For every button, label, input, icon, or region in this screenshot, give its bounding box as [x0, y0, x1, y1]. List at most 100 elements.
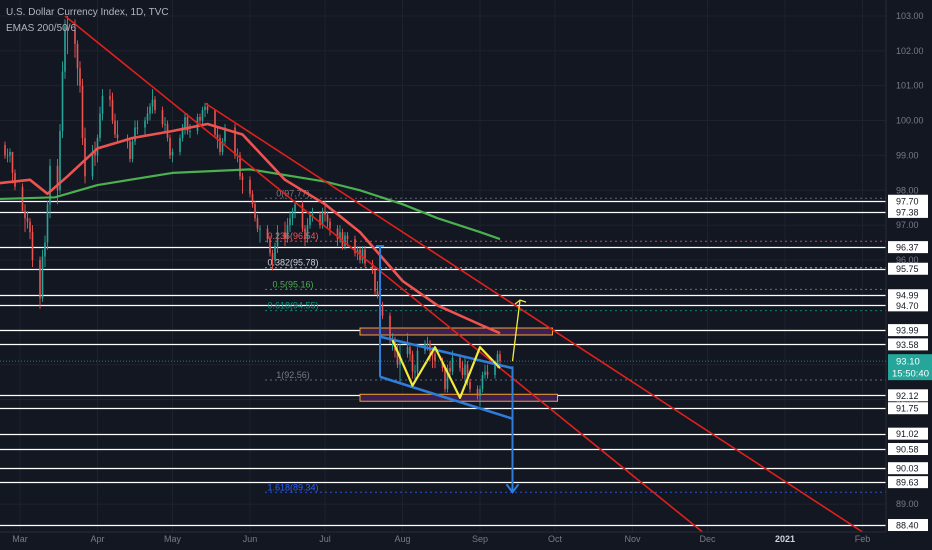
- candle-body: [131, 141, 134, 159]
- candle-body: [449, 368, 451, 372]
- candle-body: [151, 99, 154, 107]
- zone-box: [359, 327, 553, 336]
- candle-body: [9, 151, 11, 156]
- candle-body: [494, 364, 496, 376]
- candle-body: [414, 371, 416, 373]
- candle-body: [486, 371, 489, 376]
- channel-line: [379, 375, 513, 420]
- time-tick-label: Sep: [472, 534, 488, 544]
- level-badge-label: 89.63: [896, 478, 919, 488]
- candle-body: [289, 218, 291, 226]
- price-tick-label: 96.00: [896, 255, 919, 265]
- level-badge-label: 90.03: [896, 464, 919, 474]
- candle-body: [271, 253, 274, 261]
- candle-body: [64, 26, 66, 72]
- candle-body: [6, 155, 9, 157]
- candle-body: [364, 249, 366, 264]
- current-price-badge: [888, 354, 932, 381]
- time-tick-label: Oct: [548, 534, 563, 544]
- candle-body: [46, 204, 49, 243]
- candle-body: [499, 354, 501, 362]
- level-badge-label: 93.58: [896, 340, 919, 350]
- candle-body: [66, 26, 69, 30]
- level-badge-label: 97.70: [896, 196, 919, 206]
- candle-body: [91, 151, 94, 177]
- candle-body: [109, 96, 111, 100]
- level-badge: [888, 299, 928, 312]
- level-badge-label: 93.99: [896, 326, 919, 336]
- candle-body: [56, 165, 59, 191]
- time-tick-label: May: [164, 534, 182, 544]
- candle-body: [144, 120, 146, 128]
- candle-body: [39, 260, 41, 299]
- candle-body: [49, 165, 51, 205]
- candle-body: [239, 155, 241, 177]
- candle-body: [241, 176, 244, 180]
- price-tick-label: 99.00: [896, 150, 919, 160]
- breakout-arrow: [511, 300, 521, 362]
- price-tick-label: 89.00: [896, 499, 919, 509]
- candle-body: [221, 141, 224, 152]
- candle-body: [169, 137, 171, 156]
- candle-body: [336, 228, 339, 240]
- candle-body: [371, 263, 374, 271]
- horizontal-levels: [0, 200, 886, 527]
- level-badge: [888, 476, 928, 489]
- time-tick-label: 2021: [775, 534, 795, 544]
- candle-body: [311, 214, 314, 216]
- level-badge-label: 91.02: [896, 429, 919, 439]
- candle-body: [134, 127, 136, 142]
- candle-body: [306, 225, 309, 240]
- price-tick-label: 102.00: [896, 46, 924, 56]
- time-tick-label: Apr: [90, 534, 104, 544]
- price-tick-label: 103.00: [896, 11, 924, 21]
- candle-body: [4, 144, 6, 156]
- candle-body: [251, 193, 254, 205]
- candle-body: [44, 242, 46, 257]
- candle-body: [356, 249, 359, 254]
- level-badge: [888, 205, 928, 218]
- candle-body: [186, 117, 189, 132]
- trendline: [204, 102, 863, 533]
- candle-body: [374, 270, 376, 292]
- candle-body: [24, 211, 26, 219]
- candle-body: [259, 228, 261, 230]
- candle-body: [326, 214, 329, 222]
- candle-body: [81, 85, 84, 138]
- level-badge-label: 91.75: [896, 404, 919, 414]
- price-tick-label: 101.00: [896, 81, 924, 91]
- level-badge: [888, 389, 928, 402]
- candle-body: [344, 235, 346, 247]
- candle-body: [466, 364, 469, 383]
- indicator-label[interactable]: EMAS 200/50/6: [6, 23, 77, 34]
- candle-body: [469, 382, 471, 390]
- candle-body: [276, 232, 279, 247]
- candle-body: [319, 214, 321, 226]
- candle-body: [434, 354, 436, 362]
- candle-body: [284, 232, 286, 240]
- candle-body: [181, 127, 184, 138]
- candle-body: [161, 110, 164, 125]
- candle-body: [254, 204, 256, 219]
- time-axis[interactable]: Mar Apr May Jun Jul Aug Sep Oct Nov Dec 2021 Feb: [0, 531, 932, 550]
- candle-body: [129, 141, 131, 159]
- current-price-label: 93.10: [896, 357, 920, 368]
- candle-body: [219, 137, 221, 152]
- candle-body: [59, 131, 61, 191]
- candle-body: [301, 204, 304, 229]
- level-badge-label: 92.12: [896, 391, 919, 401]
- candle-body: [376, 291, 379, 295]
- level-badge: [888, 402, 928, 415]
- candle-body: [286, 225, 289, 240]
- candle-body: [29, 221, 31, 233]
- fib-label: 0.382(95.78): [267, 258, 318, 268]
- candle-body: [164, 124, 166, 126]
- symbol-title[interactable]: U.S. Dollar Currency Index, 1D, TVC: [6, 7, 169, 18]
- candle-body: [214, 110, 216, 135]
- candle-body: [274, 246, 276, 261]
- level-badge: [888, 262, 928, 275]
- candle-body: [216, 134, 219, 138]
- ema-50-line: [0, 122, 501, 335]
